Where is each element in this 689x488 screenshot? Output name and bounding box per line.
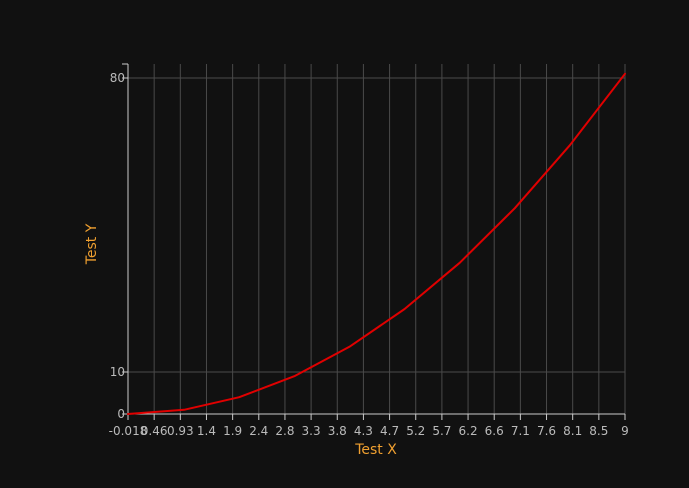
x-tick-label: 0.46 — [141, 424, 168, 438]
y-tick-labels: 0 10 80 — [110, 71, 125, 421]
x-tick-label: 7.1 — [511, 424, 530, 438]
x-tick-label: -0.018 — [109, 424, 148, 438]
x-tick-label: 8.1 — [563, 424, 582, 438]
y-tick-label: 0 — [117, 407, 125, 421]
x-tick-label: 4.7 — [380, 424, 399, 438]
y-tick-label: 80 — [110, 71, 125, 85]
series-line — [127, 72, 626, 415]
x-tick-label: 9 — [621, 424, 629, 438]
x-tick-label: 8.5 — [589, 424, 608, 438]
x-tick-label: 2.4 — [249, 424, 268, 438]
x-axis-title: Test X — [354, 442, 397, 458]
x-tick-label: 2.8 — [275, 424, 294, 438]
grid — [127, 64, 626, 415]
x-tick-label: 1.4 — [197, 424, 216, 438]
x-tick-label: 6.6 — [485, 424, 504, 438]
axes — [122, 63, 626, 420]
y-tick-label: 10 — [110, 365, 125, 379]
x-tick-label: 5.7 — [432, 424, 451, 438]
x-tick-label: 0.93 — [167, 424, 194, 438]
x-tick-label: 3.3 — [302, 424, 321, 438]
x-tick-label: 1.9 — [223, 424, 242, 438]
y-axis-title: Test Y — [84, 223, 100, 265]
x-tick-label: 6.2 — [459, 424, 478, 438]
series-lines — [127, 72, 626, 415]
x-tick-label: 3.8 — [328, 424, 347, 438]
x-tick-label: 4.3 — [354, 424, 373, 438]
x-tick-label: 7.6 — [537, 424, 556, 438]
x-tick-label: 5.2 — [406, 424, 425, 438]
